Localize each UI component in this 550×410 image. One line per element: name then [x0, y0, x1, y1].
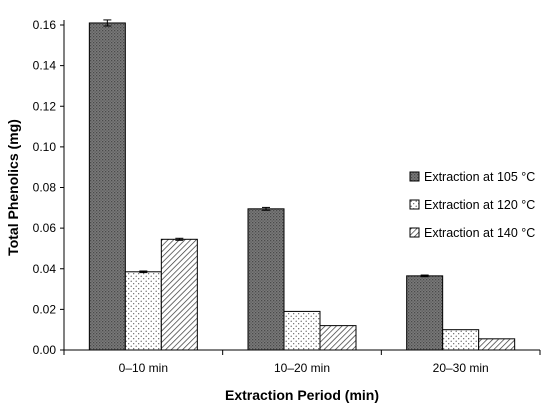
- error-bar-1-1: [103, 19, 112, 27]
- bar-2-3: [442, 329, 480, 351]
- x-tick-label: 0–10 min: [119, 361, 168, 375]
- bar-3-2: [319, 325, 357, 351]
- legend-label: Extraction at 105 °C: [424, 170, 535, 184]
- bar-1-3: [406, 275, 444, 351]
- y-tick-label: 0.14: [33, 59, 57, 73]
- error-bar-1-2: [262, 206, 270, 211]
- legend-swatch: [409, 199, 420, 210]
- y-tick-label: 0.04: [33, 262, 57, 276]
- x-tick-label: 10–20 min: [274, 361, 330, 375]
- x-axis-ticks: 0–10 min 10–20 min 20–30 min: [63, 350, 541, 375]
- legend-item-3: Extraction at 140 °C: [409, 226, 535, 240]
- y-axis-title: Total Phenolics (mg): [5, 119, 21, 256]
- legend-item-2: Extraction at 120 °C: [409, 198, 535, 212]
- error-bar-1-3: [420, 274, 429, 278]
- legend-label: Extraction at 140 °C: [424, 226, 535, 240]
- error-bar-2-1: [139, 270, 148, 274]
- y-axis-ticks: 0.00 0.02 0.04 0.06 0.08 0.10 0.12 0.14 0.16: [33, 18, 64, 357]
- y-tick-label: 0.00: [33, 343, 57, 357]
- legend-label: Extraction at 120 °C: [424, 198, 535, 212]
- legend-swatch: [409, 171, 420, 182]
- bar-1-2: [247, 208, 285, 351]
- x-axis-title: Extraction Period (min): [225, 387, 379, 403]
- y-tick-label: 0.02: [33, 302, 57, 316]
- bar-2-2: [283, 310, 321, 351]
- legend-swatch: [409, 227, 420, 238]
- y-tick-label: 0.10: [33, 140, 57, 154]
- bar-3-3: [478, 338, 516, 351]
- x-tick-label: 20–30 min: [433, 361, 489, 375]
- y-tick-label: 0.12: [33, 99, 57, 113]
- error-bar-3-1: [175, 237, 184, 241]
- legend-item-1: Extraction at 105 °C: [409, 170, 535, 184]
- y-tick-label: 0.08: [33, 181, 57, 195]
- bar-1-1: [88, 22, 126, 351]
- y-tick-label: 0.16: [33, 18, 57, 32]
- bar-2-1: [124, 271, 162, 351]
- y-tick-label: 0.06: [33, 221, 57, 235]
- bar-3-1: [160, 238, 198, 351]
- bars-layer: [88, 22, 516, 351]
- legend: Extraction at 105 °C Extraction at 120 °C…: [409, 170, 535, 240]
- error-bars-layer: [103, 19, 429, 278]
